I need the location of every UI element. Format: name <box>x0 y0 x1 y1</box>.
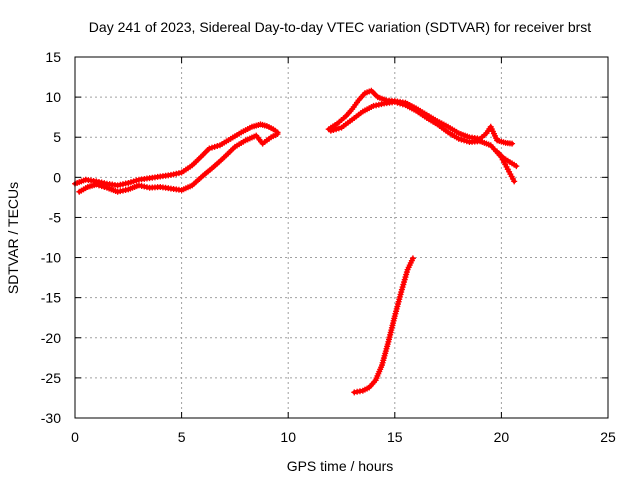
data-point <box>399 101 406 108</box>
data-point <box>127 179 134 186</box>
data-point <box>335 125 342 132</box>
chart-title: Day 241 of 2023, Sidereal Day-to-day VTE… <box>89 19 591 35</box>
x-axis-label: GPS time / hours <box>287 458 394 474</box>
data-point <box>513 163 520 170</box>
data-point <box>463 138 470 145</box>
data-point <box>330 127 337 134</box>
y-tick-label: -20 <box>41 330 61 346</box>
x-tick-label: 20 <box>494 429 510 445</box>
y-tick-label: -15 <box>41 290 61 306</box>
data-point <box>455 135 462 142</box>
data-point <box>327 127 334 134</box>
data-layer <box>72 87 520 396</box>
grid-layer <box>75 57 608 418</box>
data-point <box>130 178 137 185</box>
tick-layer: 0 5 10 15 20 25 -30 -25 -20 -15 -10 -5 0 5 10 15 <box>41 49 616 445</box>
y-tick-label: -25 <box>41 370 61 386</box>
data-point <box>509 140 516 147</box>
y-tick-label: -5 <box>49 209 62 225</box>
data-point <box>458 136 465 143</box>
x-tick-label: 15 <box>387 429 403 445</box>
data-point <box>394 99 401 106</box>
data-point <box>125 179 132 186</box>
data-point <box>397 100 404 107</box>
y-axis-label: SDTVAR / TECUs <box>5 182 21 294</box>
data-point <box>409 255 416 262</box>
y-tick-label: -10 <box>41 250 61 266</box>
data-point <box>101 183 108 190</box>
data-point <box>98 183 105 190</box>
data-point <box>206 145 213 152</box>
data-series <box>351 255 416 396</box>
data-series <box>72 121 281 189</box>
data-point <box>214 143 221 150</box>
data-point <box>211 143 218 150</box>
x-tick-label: 0 <box>71 429 79 445</box>
plot-frame <box>74 56 609 419</box>
data-point <box>511 178 518 185</box>
data-point <box>133 177 140 184</box>
data-point <box>274 131 281 138</box>
data-series <box>76 131 281 195</box>
y-tick-label: 10 <box>45 89 61 105</box>
y-tick-label: 15 <box>45 49 61 65</box>
x-tick-label: 25 <box>600 429 616 445</box>
data-point <box>391 98 398 105</box>
data-point <box>461 137 468 144</box>
y-tick-label: -30 <box>41 410 61 426</box>
data-point <box>333 126 340 133</box>
data-point <box>93 181 100 188</box>
data-point <box>95 182 102 189</box>
data-series <box>494 148 520 170</box>
x-tick-label: 5 <box>178 429 186 445</box>
y-tick-label: 5 <box>53 129 61 145</box>
x-tick-label: 10 <box>280 429 296 445</box>
data-point <box>208 144 215 151</box>
y-tick-label: 0 <box>53 169 61 185</box>
